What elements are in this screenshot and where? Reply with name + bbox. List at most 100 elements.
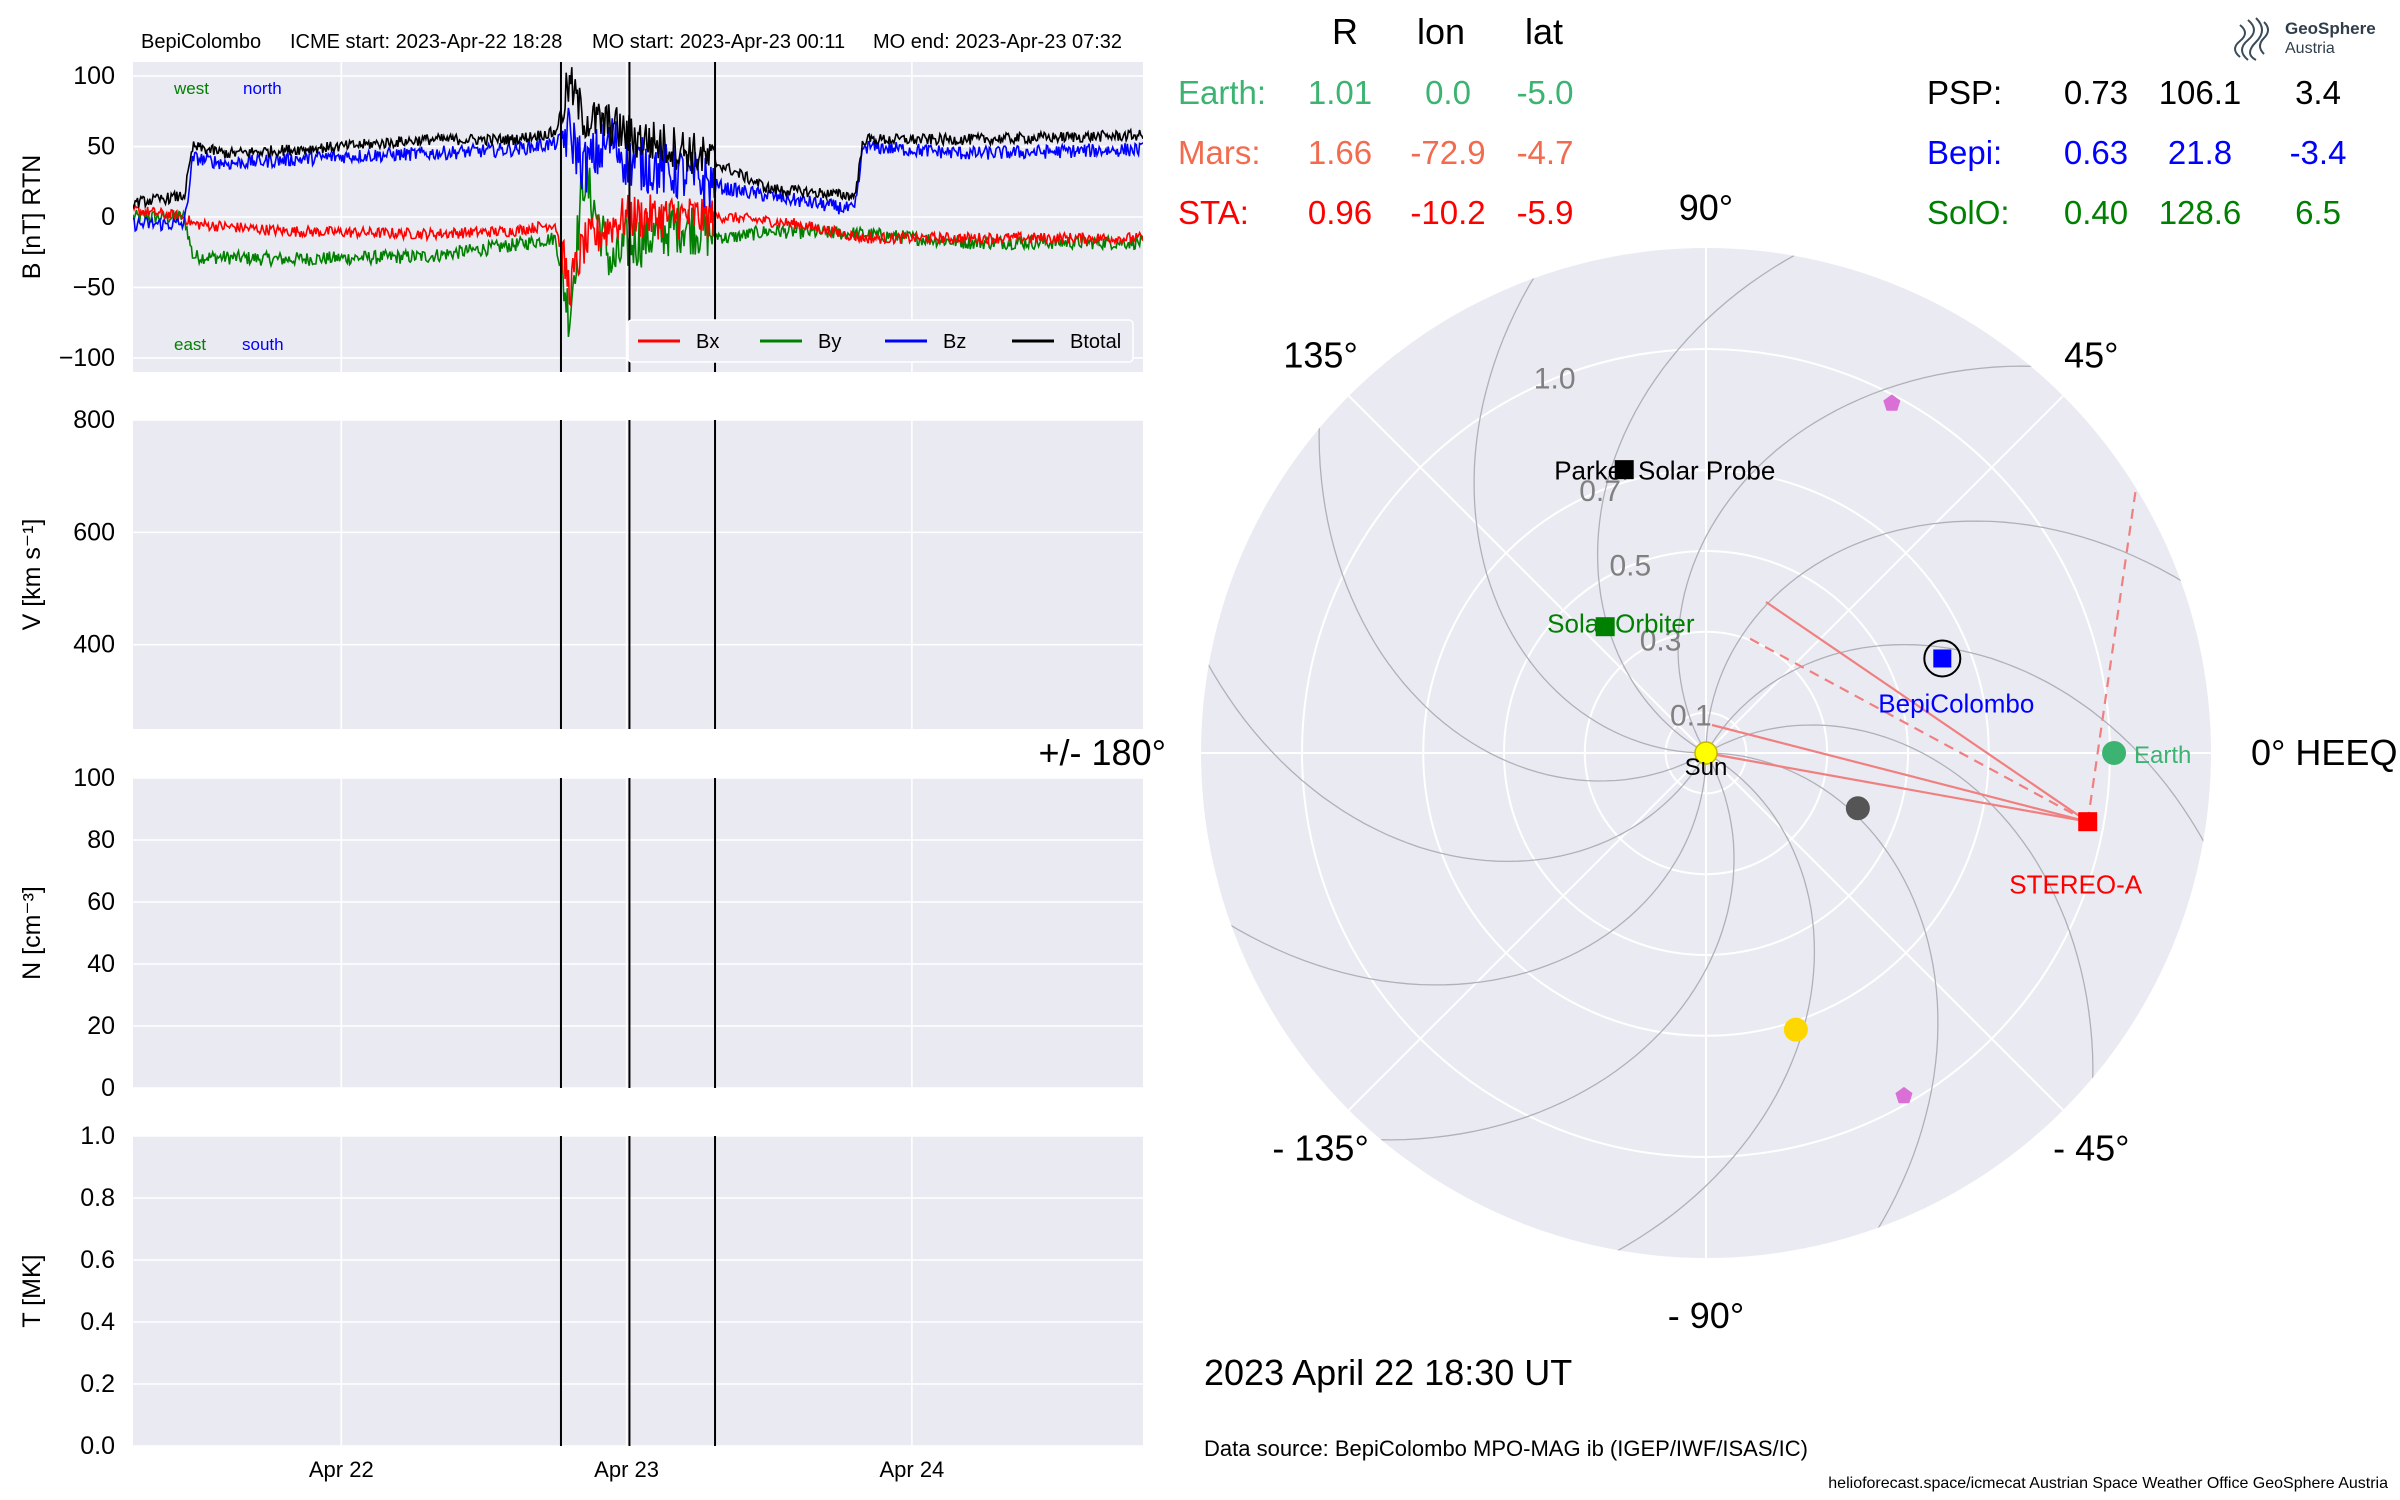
y-tick-label: 0.0	[80, 1432, 115, 1460]
spiral-line	[1705, 724, 2094, 1177]
y-tick-label: −100	[59, 344, 115, 372]
y-tick-label: 800	[73, 406, 115, 434]
series-bx	[133, 194, 1143, 308]
label-bepicolombo: BepiColombo	[1878, 688, 2034, 718]
radial-tick-label: 0.1	[1670, 700, 1712, 733]
header-spacecraft: BepiColombo	[141, 31, 261, 53]
angle-label-nw: 135°	[1283, 335, 1357, 376]
table-row-name: Bepi:	[1927, 134, 2002, 171]
b-legend: Bx By Bz Btotal	[627, 319, 1134, 363]
logo-line1: GeoSphere	[2285, 19, 2376, 38]
table-cell-lon: -72.9	[1410, 134, 1485, 171]
angle-label-east0: 0° HEEQ	[2251, 732, 2397, 773]
angle-label-south: - 90°	[1668, 1295, 1744, 1336]
spiral-line	[1705, 520, 2211, 754]
fov-line-dashed	[2086, 487, 2138, 822]
y-tick-label: 0	[101, 203, 115, 231]
y-axis-label: N [cm⁻³]	[18, 886, 46, 980]
panel-background	[133, 420, 1143, 729]
label-sun: Sun	[1685, 754, 1728, 781]
angle-label-north: 90°	[1679, 187, 1733, 228]
spiral-line	[1318, 329, 1707, 782]
table-cell-r: 0.73	[2064, 74, 2128, 111]
y-tick-label: 50	[87, 133, 115, 161]
marker-bepicolombo	[1933, 649, 1952, 668]
table-cell-r: 0.96	[1308, 194, 1372, 231]
panel-background	[133, 778, 1143, 1088]
radial-tick-label: 0.3	[1640, 625, 1682, 658]
stereo-a-fov	[1705, 487, 2138, 823]
annotation-south: south	[242, 335, 284, 354]
marker-object-6	[1845, 796, 1870, 821]
series-by	[133, 159, 1143, 338]
angle-label-sw: - 135°	[1272, 1127, 1368, 1168]
angle-label-west: +/- 180°	[1039, 732, 1166, 773]
panel-2: 800 600 400 V [km s⁻¹]	[18, 406, 1143, 729]
annotation-north: north	[243, 79, 282, 98]
table-row-name: SolO:	[1927, 194, 2010, 231]
panel-3: 100 80 60 40 20 0 N [cm⁻³]	[18, 764, 1143, 1102]
label-solar-orbiter: Solar Orbiter	[1547, 609, 1695, 639]
table-cell-r: 0.40	[2064, 194, 2128, 231]
fov-line	[1765, 601, 2089, 823]
header-icme-start: ICME start: 2023-Apr-22 18:28	[290, 31, 562, 53]
x-tick-label: Apr 24	[879, 1457, 944, 1482]
angle-label-se: - 45°	[2053, 1127, 2129, 1168]
marker-stereo-a	[2078, 812, 2098, 832]
angular-gridline	[1348, 752, 1707, 1111]
header-mo-end: MO end: 2023-Apr-23 07:32	[873, 31, 1122, 53]
spiral-line	[1677, 365, 2130, 754]
table-row-name: STA:	[1178, 194, 1249, 231]
table-cell-lon: 21.8	[2168, 134, 2232, 171]
spiral-line	[1282, 752, 1735, 1141]
logo-line2: Austria	[2285, 40, 2335, 57]
angular-gridline	[1705, 752, 2064, 1111]
y-tick-label: −50	[73, 273, 115, 301]
y-tick-label: 0.4	[80, 1308, 115, 1336]
data-source: Data source: BepiColombo MPO-MAG ib (IGE…	[1204, 1436, 1808, 1461]
y-tick-label: 40	[87, 950, 115, 978]
y-tick-label: 0.2	[80, 1370, 115, 1398]
table-cell-lat: 3.4	[2295, 74, 2341, 111]
geosphere-logo: GeoSphere Austria	[2234, 17, 2376, 61]
fov-line	[1705, 751, 2088, 823]
y-tick-label: 0.8	[80, 1184, 115, 1212]
angle-label-ne: 45°	[2064, 335, 2118, 376]
header-mo-start: MO start: 2023-Apr-23 00:11	[592, 31, 845, 53]
table-row-name: Earth:	[1178, 74, 1266, 111]
geosphere-swirl-icon	[2234, 17, 2269, 61]
marker-object-8	[1883, 394, 1901, 411]
table-row-name: Mars:	[1178, 134, 1261, 171]
x-tick-label: Apr 23	[594, 1457, 659, 1482]
bepicolombo-ring	[1923, 639, 1962, 678]
panel-background	[133, 1136, 1143, 1446]
radial-tick-label: 0.5	[1609, 550, 1651, 583]
fov-line-dashed	[1744, 635, 2089, 823]
legend-label: Bx	[696, 331, 719, 353]
marker-parker-solar-probe	[1614, 460, 1634, 480]
spiral-line	[1201, 752, 1707, 986]
y-tick-label: 100	[73, 62, 115, 90]
y-tick-label: 100	[73, 764, 115, 792]
y-axis-label: T [MK]	[18, 1254, 46, 1327]
annotation-west: west	[173, 79, 209, 98]
marker-solar-orbiter	[1595, 617, 1615, 637]
marker-earth	[2102, 741, 2127, 765]
y-tick-label: 80	[87, 826, 115, 854]
table-cell-r: 1.66	[1308, 134, 1372, 171]
spiral-line	[1596, 248, 1885, 754]
table-cell-lon: -10.2	[1410, 194, 1485, 231]
angular-gridline	[1705, 395, 2064, 754]
polar-position-plot: 0.1 0.3 0.5 0.7 1.0 0° HEEQ 45° 90° 135° +/- 180°…	[1039, 187, 2398, 1336]
table-cell-lon: 128.6	[2159, 194, 2242, 231]
y-tick-label: 600	[73, 518, 115, 546]
legend-label: Btotal	[1070, 331, 1121, 353]
y-tick-label: 0.6	[80, 1246, 115, 1274]
table-cell-r: 0.63	[2064, 134, 2128, 171]
marker-object-9	[1895, 1086, 1913, 1104]
table-cell-lat: -4.7	[1517, 134, 1574, 171]
spiral-line	[1705, 643, 2211, 932]
